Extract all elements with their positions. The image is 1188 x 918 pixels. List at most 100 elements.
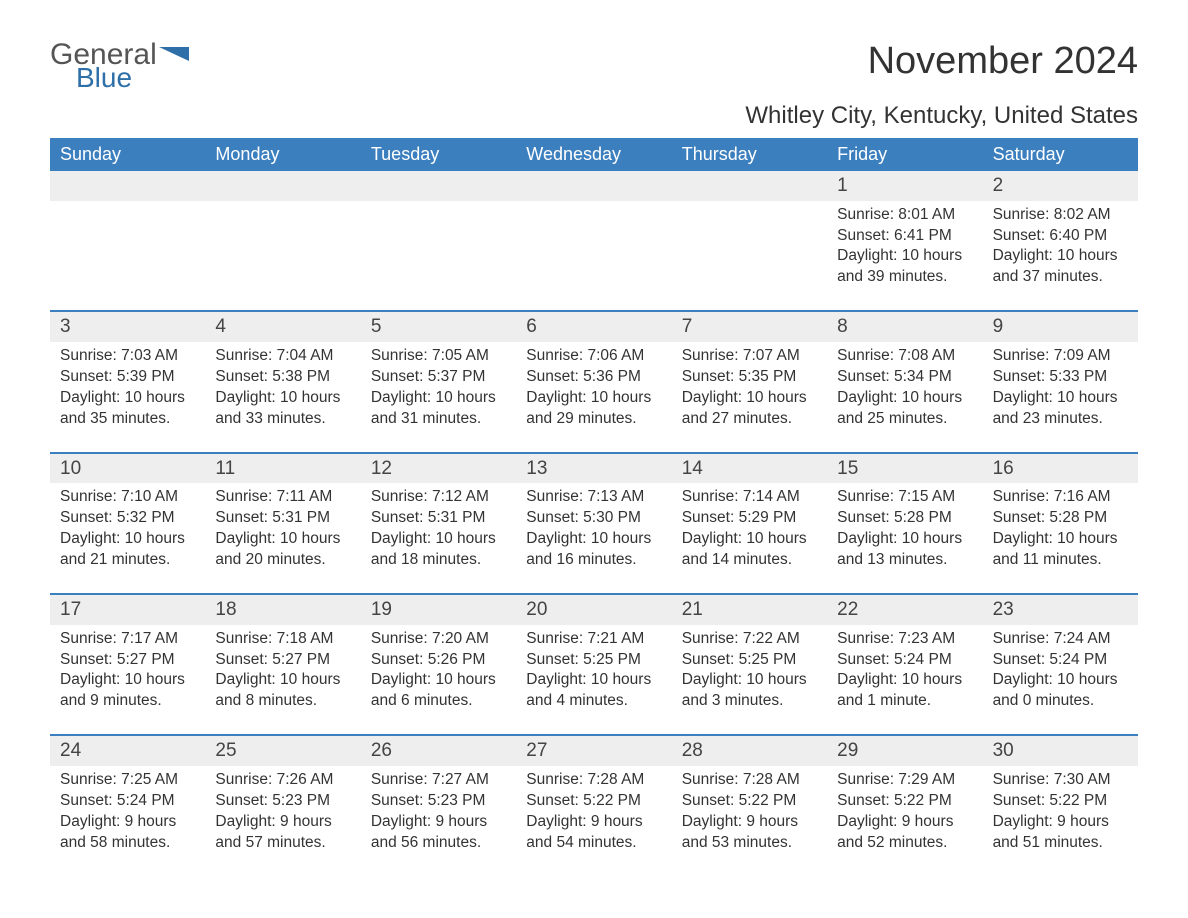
- daylight2-text: and 3 minutes.: [682, 691, 817, 712]
- day-number: 14: [672, 452, 827, 484]
- daylight2-text: and 23 minutes.: [993, 409, 1128, 430]
- calendar-day: 9Sunrise: 7:09 AMSunset: 5:33 PMDaylight…: [983, 310, 1138, 451]
- sunset-text: Sunset: 5:33 PM: [993, 367, 1128, 388]
- sunset-text: Sunset: 5:27 PM: [60, 650, 195, 671]
- daylight2-text: and 9 minutes.: [60, 691, 195, 712]
- calendar-day: 25Sunrise: 7:26 AMSunset: 5:23 PMDayligh…: [205, 734, 360, 875]
- sunrise-text: Sunrise: 7:13 AM: [526, 487, 661, 508]
- sunset-text: Sunset: 5:22 PM: [526, 791, 661, 812]
- day-number: 30: [983, 734, 1138, 766]
- sunset-text: Sunset: 5:32 PM: [60, 508, 195, 529]
- sunset-text: Sunset: 6:41 PM: [837, 226, 972, 247]
- daylight2-text: and 18 minutes.: [371, 550, 506, 571]
- calendar-day: 16Sunrise: 7:16 AMSunset: 5:28 PMDayligh…: [983, 452, 1138, 593]
- sunrise-text: Sunrise: 7:28 AM: [682, 770, 817, 791]
- sunrise-text: Sunrise: 7:04 AM: [215, 346, 350, 367]
- daylight1-text: Daylight: 10 hours: [371, 529, 506, 550]
- daylight2-text: and 56 minutes.: [371, 833, 506, 854]
- sunset-text: Sunset: 5:25 PM: [682, 650, 817, 671]
- calendar-day: 19Sunrise: 7:20 AMSunset: 5:26 PMDayligh…: [361, 593, 516, 734]
- day-number: 28: [672, 734, 827, 766]
- sunrise-text: Sunrise: 7:05 AM: [371, 346, 506, 367]
- daylight1-text: Daylight: 10 hours: [526, 529, 661, 550]
- calendar-day: 10Sunrise: 7:10 AMSunset: 5:32 PMDayligh…: [50, 452, 205, 593]
- calendar-day: 27Sunrise: 7:28 AMSunset: 5:22 PMDayligh…: [516, 734, 671, 875]
- day-number: 26: [361, 734, 516, 766]
- day-number: 21: [672, 593, 827, 625]
- sunrise-text: Sunrise: 7:24 AM: [993, 629, 1128, 650]
- calendar-day: 3Sunrise: 7:03 AMSunset: 5:39 PMDaylight…: [50, 310, 205, 451]
- sunset-text: Sunset: 5:28 PM: [993, 508, 1128, 529]
- calendar-day: 14Sunrise: 7:14 AMSunset: 5:29 PMDayligh…: [672, 452, 827, 593]
- sunset-text: Sunset: 5:28 PM: [837, 508, 972, 529]
- daylight1-text: Daylight: 9 hours: [60, 812, 195, 833]
- sunrise-text: Sunrise: 7:07 AM: [682, 346, 817, 367]
- daylight2-text: and 1 minute.: [837, 691, 972, 712]
- day-number: 17: [50, 593, 205, 625]
- calendar-day: 2Sunrise: 8:02 AMSunset: 6:40 PMDaylight…: [983, 171, 1138, 310]
- daylight2-text: and 0 minutes.: [993, 691, 1128, 712]
- daylight2-text: and 57 minutes.: [215, 833, 350, 854]
- daylight2-text: and 33 minutes.: [215, 409, 350, 430]
- day-number: 23: [983, 593, 1138, 625]
- daylight2-text: and 11 minutes.: [993, 550, 1128, 571]
- daylight2-text: and 13 minutes.: [837, 550, 972, 571]
- daylight1-text: Daylight: 10 hours: [215, 529, 350, 550]
- daylight1-text: Daylight: 10 hours: [60, 529, 195, 550]
- sunset-text: Sunset: 5:38 PM: [215, 367, 350, 388]
- daylight2-text: and 52 minutes.: [837, 833, 972, 854]
- sunset-text: Sunset: 5:30 PM: [526, 508, 661, 529]
- daylight1-text: Daylight: 10 hours: [215, 388, 350, 409]
- sunrise-text: Sunrise: 7:14 AM: [682, 487, 817, 508]
- empty-bar: [361, 171, 516, 201]
- sunset-text: Sunset: 5:23 PM: [215, 791, 350, 812]
- sunrise-text: Sunrise: 7:30 AM: [993, 770, 1128, 791]
- daylight1-text: Daylight: 9 hours: [371, 812, 506, 833]
- calendar-day: 28Sunrise: 7:28 AMSunset: 5:22 PMDayligh…: [672, 734, 827, 875]
- day-number: 8: [827, 310, 982, 342]
- calendar-day: 23Sunrise: 7:24 AMSunset: 5:24 PMDayligh…: [983, 593, 1138, 734]
- sunrise-text: Sunrise: 7:20 AM: [371, 629, 506, 650]
- calendar-day: 17Sunrise: 7:17 AMSunset: 5:27 PMDayligh…: [50, 593, 205, 734]
- sunrise-text: Sunrise: 7:22 AM: [682, 629, 817, 650]
- daylight2-text: and 16 minutes.: [526, 550, 661, 571]
- sunset-text: Sunset: 5:29 PM: [682, 508, 817, 529]
- daylight1-text: Daylight: 10 hours: [526, 388, 661, 409]
- day-number: 9: [983, 310, 1138, 342]
- empty-bar: [50, 171, 205, 201]
- daylight1-text: Daylight: 10 hours: [993, 246, 1128, 267]
- daylight1-text: Daylight: 10 hours: [60, 670, 195, 691]
- weekday-header: Friday: [827, 138, 982, 171]
- daylight1-text: Daylight: 10 hours: [371, 388, 506, 409]
- calendar-day: 22Sunrise: 7:23 AMSunset: 5:24 PMDayligh…: [827, 593, 982, 734]
- sunrise-text: Sunrise: 7:03 AM: [60, 346, 195, 367]
- daylight2-text: and 6 minutes.: [371, 691, 506, 712]
- day-number: 27: [516, 734, 671, 766]
- sunset-text: Sunset: 5:27 PM: [215, 650, 350, 671]
- calendar-empty: [672, 171, 827, 310]
- weekday-header: Monday: [205, 138, 360, 171]
- calendar-day: 20Sunrise: 7:21 AMSunset: 5:25 PMDayligh…: [516, 593, 671, 734]
- sunset-text: Sunset: 5:35 PM: [682, 367, 817, 388]
- sunset-text: Sunset: 5:34 PM: [837, 367, 972, 388]
- sunset-text: Sunset: 5:26 PM: [371, 650, 506, 671]
- weekday-header: Saturday: [983, 138, 1138, 171]
- day-number: 13: [516, 452, 671, 484]
- day-number: 2: [983, 171, 1138, 201]
- calendar-day: 4Sunrise: 7:04 AMSunset: 5:38 PMDaylight…: [205, 310, 360, 451]
- day-number: 12: [361, 452, 516, 484]
- calendar-day: 29Sunrise: 7:29 AMSunset: 5:22 PMDayligh…: [827, 734, 982, 875]
- location-subtitle: Whitley City, Kentucky, United States: [50, 102, 1138, 130]
- day-number: 24: [50, 734, 205, 766]
- day-number: 11: [205, 452, 360, 484]
- daylight1-text: Daylight: 10 hours: [215, 670, 350, 691]
- sunset-text: Sunset: 5:24 PM: [837, 650, 972, 671]
- sunset-text: Sunset: 5:25 PM: [526, 650, 661, 671]
- weekday-header: Sunday: [50, 138, 205, 171]
- sunset-text: Sunset: 5:37 PM: [371, 367, 506, 388]
- sunset-text: Sunset: 5:36 PM: [526, 367, 661, 388]
- daylight1-text: Daylight: 9 hours: [215, 812, 350, 833]
- calendar-day: 26Sunrise: 7:27 AMSunset: 5:23 PMDayligh…: [361, 734, 516, 875]
- daylight2-text: and 14 minutes.: [682, 550, 817, 571]
- sunrise-text: Sunrise: 7:25 AM: [60, 770, 195, 791]
